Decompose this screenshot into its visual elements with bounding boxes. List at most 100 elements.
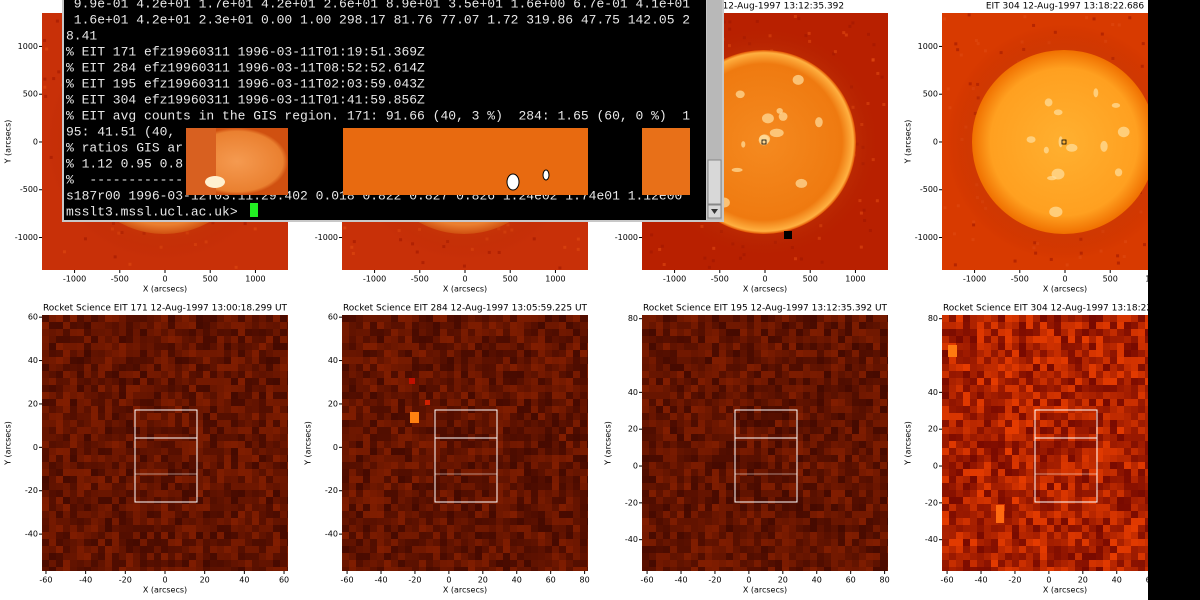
pixel [412,560,419,567]
pixel [663,546,670,553]
pixel [817,350,824,357]
pixel [349,343,356,350]
pixel [77,483,84,490]
pixel [754,385,761,392]
pixel [503,357,510,364]
pixel [245,413,252,420]
pixel [98,553,105,560]
pixel [426,371,433,378]
pixel [84,539,91,546]
pixel [126,441,133,448]
pixel [126,497,133,504]
pixel [545,371,552,378]
pixel [377,518,384,525]
pixel [698,539,705,546]
pixel [398,567,405,571]
pixel [503,504,510,511]
pixel [363,357,370,364]
pixel [845,504,852,511]
pixel [880,392,887,399]
pixel [817,357,824,364]
pixel [370,504,377,511]
pixel [810,504,817,511]
pixel [949,322,956,329]
pixel [880,329,887,336]
pixel [405,420,412,427]
pixel [210,434,217,441]
pixel [210,406,217,413]
pixel [524,399,531,406]
pixel [754,532,761,539]
pixel [1131,315,1138,322]
pixel [552,483,559,490]
pixel [419,364,426,371]
pixel [817,336,824,343]
pixel [377,525,384,532]
pixel [1054,322,1061,329]
pixel [887,448,888,455]
pixel [552,441,559,448]
pixel [182,420,189,427]
pixel [1075,329,1082,336]
pixel [370,448,377,455]
pixel [524,525,531,532]
pixel [440,455,447,462]
pixel [196,511,203,518]
pixel [573,567,580,571]
pixel [84,553,91,560]
pixel [740,420,747,427]
pixel [587,357,588,364]
pixel [447,392,454,399]
pixel [91,392,98,399]
pixel [419,420,426,427]
pixel [838,315,845,322]
pixel [531,476,538,483]
pixel [412,385,419,392]
pixel [161,336,168,343]
pixel [154,504,161,511]
pixel [161,378,168,385]
pixel [419,441,426,448]
pixel [84,490,91,497]
pixel [670,336,677,343]
pixel [161,322,168,329]
pixel [482,469,489,476]
pixel [531,490,538,497]
pixel [538,413,545,420]
pixel [419,476,426,483]
pixel [796,420,803,427]
pixel [810,392,817,399]
pixel [510,532,517,539]
pixel [231,406,238,413]
pixel [412,462,419,469]
pixel [175,336,182,343]
pixel [684,364,691,371]
pixel [133,343,140,350]
pixel [56,539,63,546]
pixel [168,385,175,392]
pixel [489,378,496,385]
pixel [419,329,426,336]
pixel [887,525,888,532]
pixel [189,371,196,378]
pixel [119,364,126,371]
pixel [663,490,670,497]
pixel [831,413,838,420]
y-tick-label: 0 [33,443,38,452]
pixel [754,525,761,532]
pixel [405,553,412,560]
pixel [524,539,531,546]
pixel [677,364,684,371]
pixel [259,420,266,427]
pixel [524,406,531,413]
pixel [70,406,77,413]
pixel [349,315,356,322]
pixel [370,406,377,413]
pixel [203,483,210,490]
pixel [49,336,56,343]
x-axis-label: X (arcsecs) [743,285,787,294]
pixel [866,455,873,462]
pixel [587,420,588,427]
pixel [56,371,63,378]
